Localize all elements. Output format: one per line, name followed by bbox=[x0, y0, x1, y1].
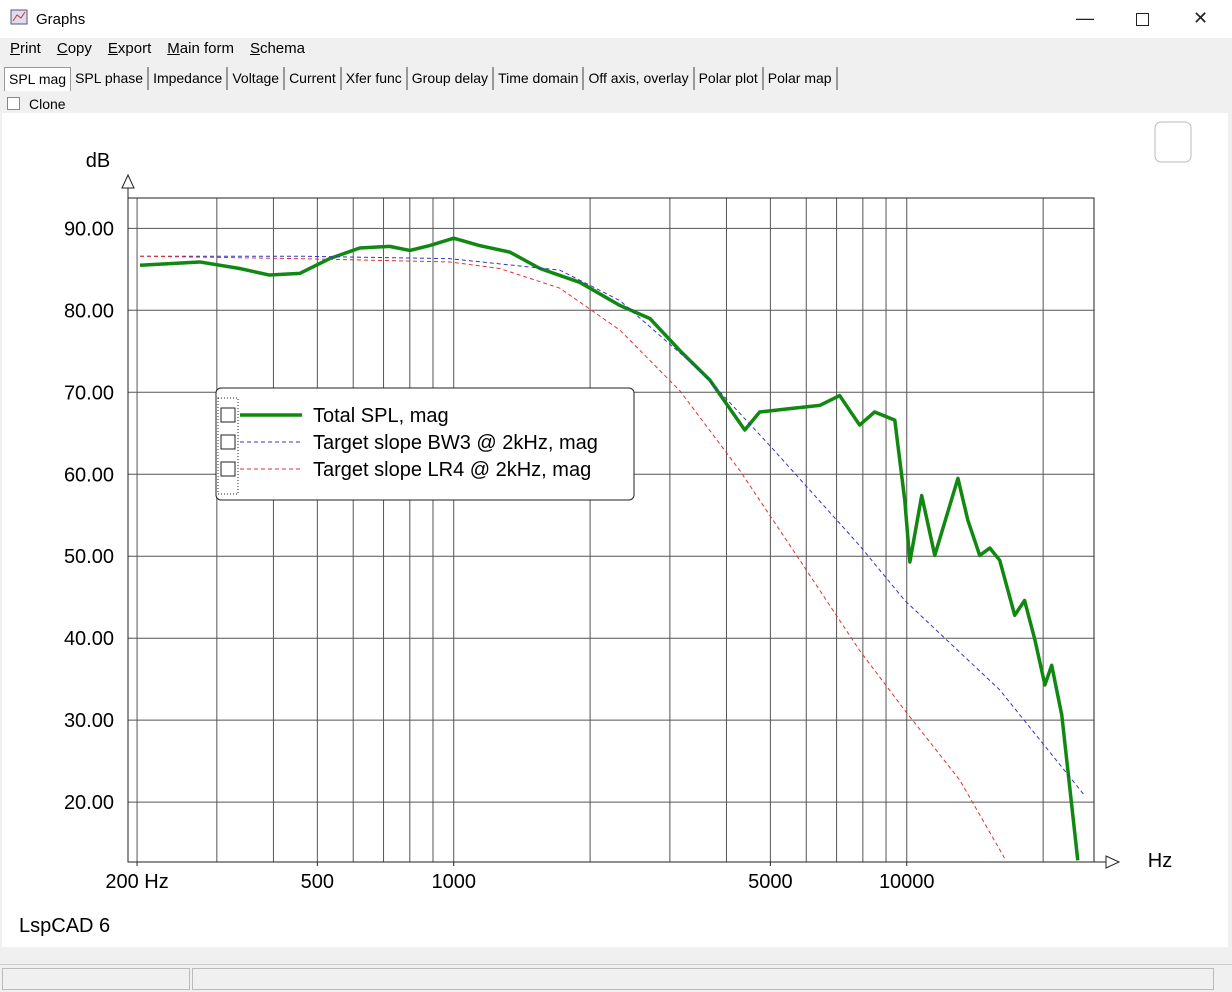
tab[interactable]: Group delay bbox=[408, 67, 495, 90]
tab-bar: SPL mag SPL phase Impedance Voltage Current X… bbox=[4, 67, 838, 91]
legend-checkbox[interactable] bbox=[220, 461, 236, 477]
tab[interactable]: Polar map bbox=[764, 67, 838, 90]
tab[interactable]: Time domain bbox=[494, 67, 585, 90]
x-tick-label: 200 Hz bbox=[105, 871, 168, 893]
legend-checkbox[interactable] bbox=[220, 407, 236, 423]
menu-item[interactable]: Copy bbox=[56, 40, 92, 57]
y-tick-label: 20.00 bbox=[64, 792, 114, 814]
legend-entries: Total SPL, mag Target slope BW3 @ 2kHz, m… bbox=[220, 405, 598, 481]
tab[interactable]: SPL phase bbox=[71, 67, 150, 90]
corner-button[interactable] bbox=[1154, 121, 1192, 163]
tab[interactable]: Off axis, overlay bbox=[584, 67, 695, 90]
menu-bar: Print Copy Export Main form Schema bbox=[0, 40, 311, 62]
legend-label: Target slope BW3 @ 2kHz, mag bbox=[313, 432, 598, 454]
legend-label: Target slope LR4 @ 2kHz, mag bbox=[313, 459, 591, 481]
app-icon bbox=[10, 9, 28, 25]
y-tick-label: 30.00 bbox=[64, 710, 114, 732]
status-pane bbox=[192, 968, 1214, 990]
x-tick-label: 10000 bbox=[879, 871, 935, 893]
y-tick-label: 90.00 bbox=[64, 218, 114, 240]
y-tick-label: 50.00 bbox=[64, 546, 114, 568]
tab[interactable]: Polar plot bbox=[695, 67, 764, 90]
legend bbox=[215, 387, 635, 501]
legend-checkbox[interactable] bbox=[220, 434, 236, 450]
window-title: Graphs bbox=[36, 11, 86, 28]
legend-focus bbox=[217, 397, 239, 495]
tab[interactable]: Current bbox=[285, 67, 342, 90]
graph-panel bbox=[2, 113, 1228, 947]
menu-item[interactable]: Schema bbox=[249, 40, 305, 57]
y-tick-label: 80.00 bbox=[64, 300, 114, 322]
x-tick-label: 500 bbox=[301, 871, 334, 893]
status-pane bbox=[2, 968, 190, 990]
checkbox[interactable] bbox=[7, 97, 20, 110]
series-line bbox=[139, 255, 1005, 859]
tab[interactable]: Impedance bbox=[149, 67, 229, 90]
y-arrow bbox=[121, 173, 135, 189]
menu-item[interactable]: Main form bbox=[167, 40, 234, 57]
menu-item[interactable]: Export bbox=[107, 40, 152, 57]
tab[interactable]: Voltage bbox=[228, 67, 286, 90]
series-line bbox=[139, 236, 1080, 861]
y-axis-label: dB bbox=[86, 150, 110, 172]
series-line bbox=[139, 255, 1085, 796]
maximize[interactable] bbox=[1136, 13, 1149, 26]
y-tick-label: 70.00 bbox=[64, 382, 114, 404]
y-tick-label: 60.00 bbox=[64, 464, 114, 486]
x-tick-label: 5000 bbox=[748, 871, 793, 893]
menu-item[interactable]: Print bbox=[10, 40, 41, 57]
title-bar: Graphs — ✕ bbox=[0, 0, 1232, 38]
x-tick-label: 1000 bbox=[431, 871, 476, 893]
plot-frame bbox=[127, 197, 1095, 863]
legend-label: Total SPL, mag bbox=[313, 405, 449, 427]
minimize[interactable]: — bbox=[1076, 8, 1094, 28]
tab[interactable]: SPL mag bbox=[4, 67, 72, 91]
checkbox-label: Clone bbox=[29, 96, 66, 112]
tab[interactable]: Xfer func bbox=[342, 67, 408, 90]
close[interactable]: ✕ bbox=[1193, 8, 1209, 28]
footer-label: LspCAD 6 bbox=[19, 915, 110, 937]
status-bar bbox=[0, 964, 1232, 992]
x-axis-label: Hz bbox=[1148, 850, 1172, 872]
chart: dB Hz LspCAD 6 Total SPL, mag Target slop… bbox=[19, 121, 1192, 937]
series bbox=[139, 236, 1085, 861]
x-arrow bbox=[1105, 855, 1121, 869]
y-tick-label: 40.00 bbox=[64, 628, 114, 650]
